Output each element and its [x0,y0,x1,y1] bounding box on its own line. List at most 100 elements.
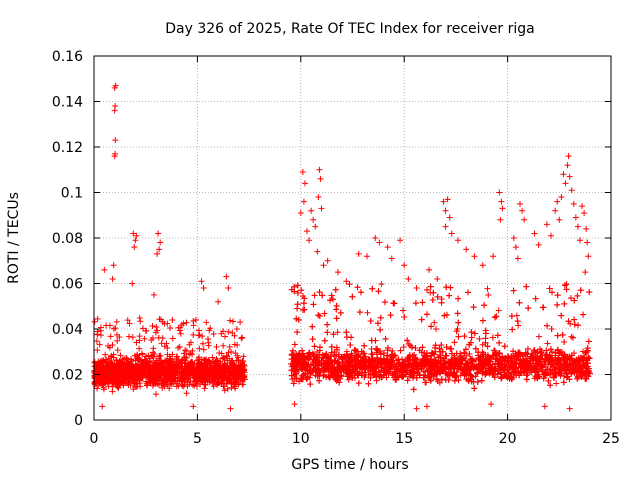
data-point [198,372,205,379]
data-point [299,169,306,176]
data-point [324,257,331,264]
data-point [324,329,331,336]
data-point [225,349,232,356]
data-point [196,345,203,352]
data-point [307,381,314,388]
data-point [368,337,375,344]
data-point [177,330,184,337]
data-point [119,379,126,386]
data-point [413,285,420,292]
data-point [349,293,356,300]
data-point [311,343,318,350]
data-point [94,347,101,354]
data-point [196,375,203,382]
data-point [175,344,182,351]
data-point [312,223,319,230]
data-point [330,331,337,338]
data-point [150,291,157,298]
data-point [124,317,131,324]
data-point [196,332,203,339]
data-point [191,371,198,378]
data-point [516,299,523,306]
data-point [113,357,120,364]
data-point [131,380,138,387]
data-point [225,285,232,292]
data-point [143,353,150,360]
data-point [558,312,565,319]
data-point [204,378,211,385]
data-point [114,383,121,390]
data-point [154,327,161,334]
data-point [113,318,120,325]
data-point [314,248,321,255]
data-point [159,369,166,376]
data-point [157,357,164,364]
data-point [321,310,328,317]
data-point [324,321,331,328]
data-point [429,296,436,303]
data-point [101,266,108,273]
data-point [216,366,223,373]
data-point [110,262,117,269]
data-point [190,403,197,410]
data-point [361,342,368,349]
data-point [489,334,496,341]
data-point [401,313,408,320]
data-point [448,230,455,237]
data-point [227,405,234,412]
data-point [222,362,229,369]
data-point [118,360,125,367]
data-point [373,349,380,356]
data-point [131,244,138,251]
data-point [130,370,137,377]
data-point [566,405,573,412]
data-point [291,401,298,408]
data-point [570,334,577,341]
data-point [424,286,431,293]
data-point [120,382,127,389]
data-point [294,289,301,296]
data-point [572,214,579,221]
data-point [300,198,307,205]
data-point [180,320,187,327]
data-point [521,216,528,223]
data-point [190,318,197,325]
data-point [230,372,237,379]
data-point [568,187,575,194]
data-point [209,368,216,375]
data-point [182,347,189,354]
data-point [208,365,215,372]
data-point [574,223,581,230]
data-point [451,372,458,379]
data-point [308,207,315,214]
x-tick-label: 15 [395,431,413,447]
data-point [148,336,155,343]
data-point [514,318,521,325]
data-point [98,372,105,379]
data-point [509,326,516,333]
data-point [458,366,465,373]
data-point [345,376,352,383]
data-point [203,319,210,326]
data-point [142,361,149,368]
data-point [548,325,555,332]
data-point [113,364,120,371]
data-point [233,371,240,378]
data-point [301,306,308,313]
data-point [426,266,433,273]
data-point [556,216,563,223]
data-point [147,374,154,381]
data-point [544,340,551,347]
data-point [162,371,169,378]
data-point [476,335,483,342]
data-point [198,366,205,373]
data-point [153,324,160,331]
data-point [442,352,449,359]
data-point [559,331,566,338]
data-point [510,287,517,294]
data-point [138,372,145,379]
data-point [233,357,240,364]
data-point [320,262,327,269]
data-point [234,370,241,377]
data-point [461,333,468,340]
